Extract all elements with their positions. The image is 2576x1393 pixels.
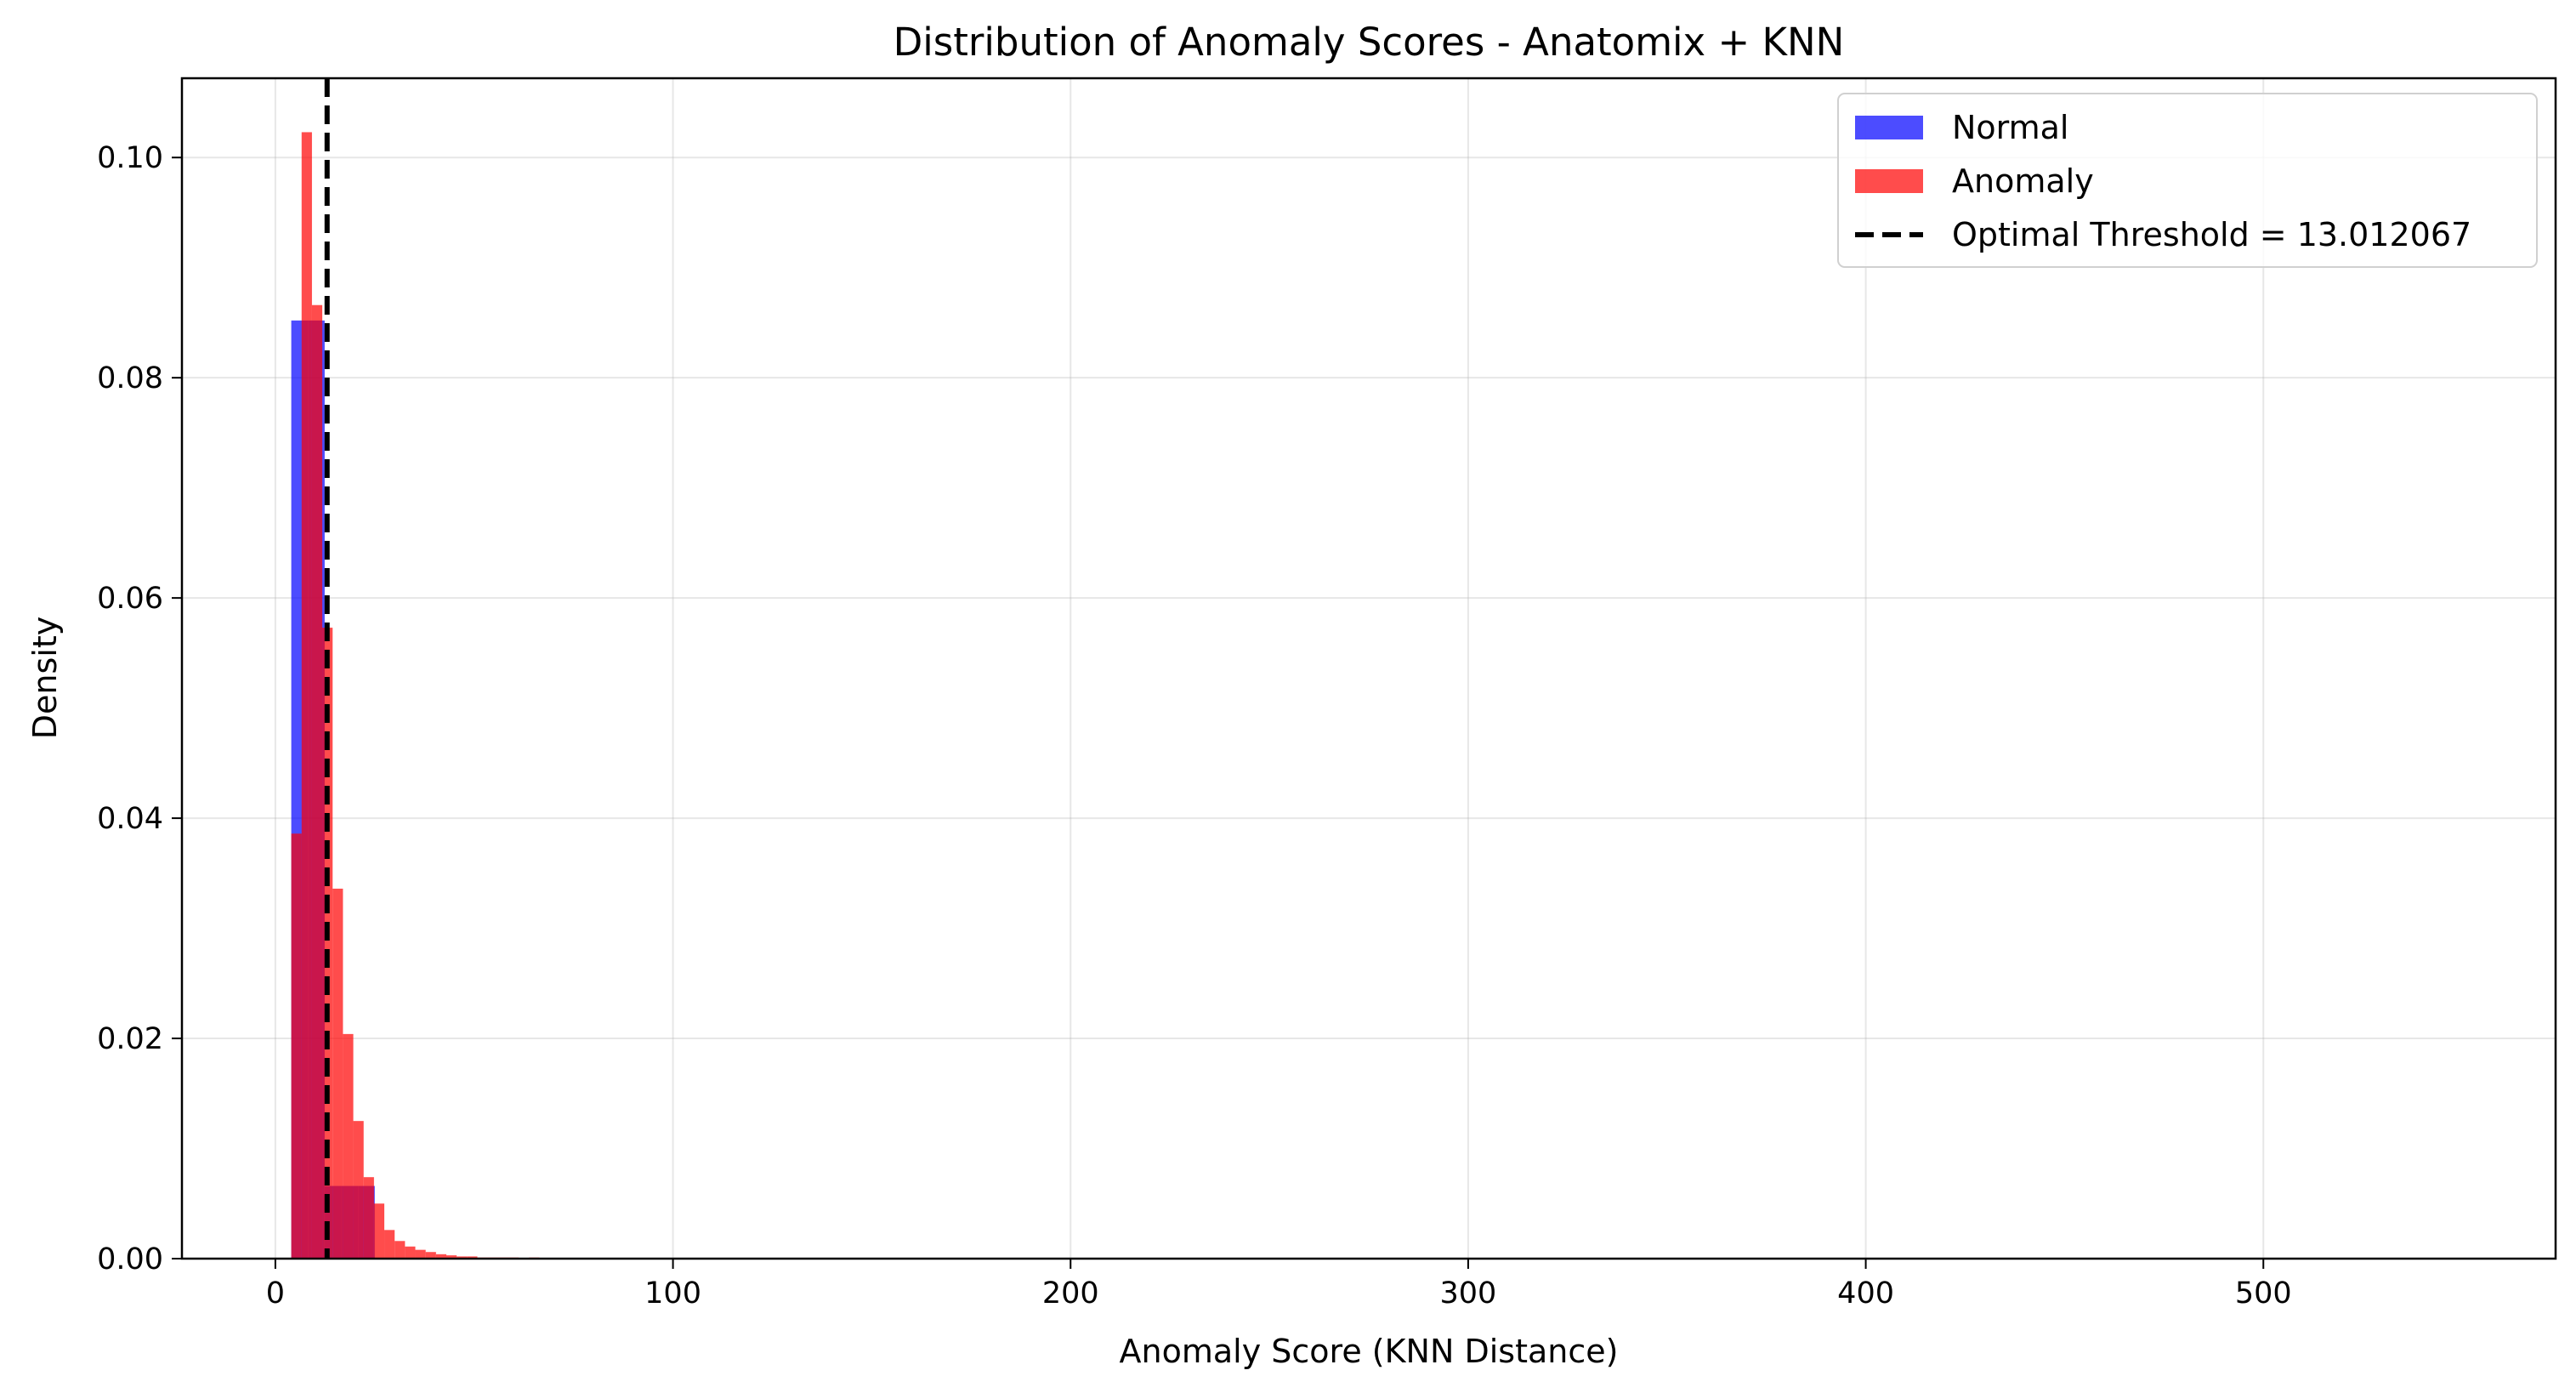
y-tick-label: 0.08	[97, 361, 163, 395]
anomaly-bar	[457, 1256, 468, 1259]
y-tick-label: 0.02	[97, 1022, 163, 1056]
y-tick-label: 0.06	[97, 582, 163, 616]
plot-frame	[180, 77, 2557, 1260]
x-tick-label: 400	[1837, 1276, 1894, 1311]
legend-swatch-normal	[1855, 116, 1923, 139]
anomaly-bar	[363, 1177, 374, 1259]
anomaly-bar	[405, 1246, 416, 1259]
y-tick-label: 0.00	[97, 1242, 163, 1276]
x-axis-label: Anomaly Score (KNN Distance)	[1120, 1333, 1619, 1370]
anomaly-bar	[384, 1230, 395, 1259]
histogram-bars	[291, 132, 540, 1259]
axes: 0 100 200 300 400 500 0.00 0.02 0.04 0.06 0.08 0.10	[97, 77, 2557, 1311]
legend-swatch-anomaly	[1855, 169, 1923, 193]
anomaly-bar	[301, 132, 312, 1259]
anomaly-bar	[311, 304, 323, 1259]
anomaly-bar	[353, 1121, 364, 1259]
legend: Normal Anomaly Optimal Threshold = 13.01…	[1837, 93, 2538, 268]
anomaly-bar	[446, 1255, 457, 1259]
anomaly-bar	[435, 1254, 447, 1259]
y-axis-label: Density	[26, 617, 64, 739]
x-tick-label: 200	[1042, 1276, 1099, 1311]
anomaly-bar	[343, 1033, 354, 1259]
legend-label-normal: Normal	[1952, 109, 2069, 146]
legend-label-threshold: Optimal Threshold = 13.012067	[1952, 216, 2471, 253]
anomaly-bar	[425, 1252, 436, 1259]
x-tick-label: 100	[644, 1276, 701, 1311]
legend-label-anomaly: Anomaly	[1952, 162, 2094, 200]
chart-title: Distribution of Anomaly Scores - Anatomi…	[894, 20, 1845, 65]
anomaly-bar	[394, 1241, 406, 1259]
anomaly-bar	[332, 888, 343, 1259]
anomaly-bar	[373, 1203, 385, 1259]
anomaly-bar	[415, 1249, 426, 1259]
x-tick-label: 0	[266, 1276, 285, 1311]
legend-frame	[1837, 93, 2538, 268]
anomaly-bar	[291, 833, 302, 1259]
y-tick-label: 0.10	[97, 141, 163, 175]
anomaly-bar	[467, 1256, 478, 1259]
y-tick-label: 0.04	[97, 802, 163, 836]
x-tick-label: 500	[2235, 1276, 2292, 1311]
x-tick-label: 300	[1440, 1276, 1497, 1311]
